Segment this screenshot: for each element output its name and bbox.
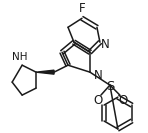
Text: N: N xyxy=(100,38,109,51)
Text: S: S xyxy=(106,80,114,93)
Polygon shape xyxy=(36,70,54,74)
Text: F: F xyxy=(79,2,85,15)
Text: O: O xyxy=(118,94,127,107)
Text: N: N xyxy=(94,69,103,82)
Text: O: O xyxy=(93,94,103,107)
Text: NH: NH xyxy=(12,52,28,62)
